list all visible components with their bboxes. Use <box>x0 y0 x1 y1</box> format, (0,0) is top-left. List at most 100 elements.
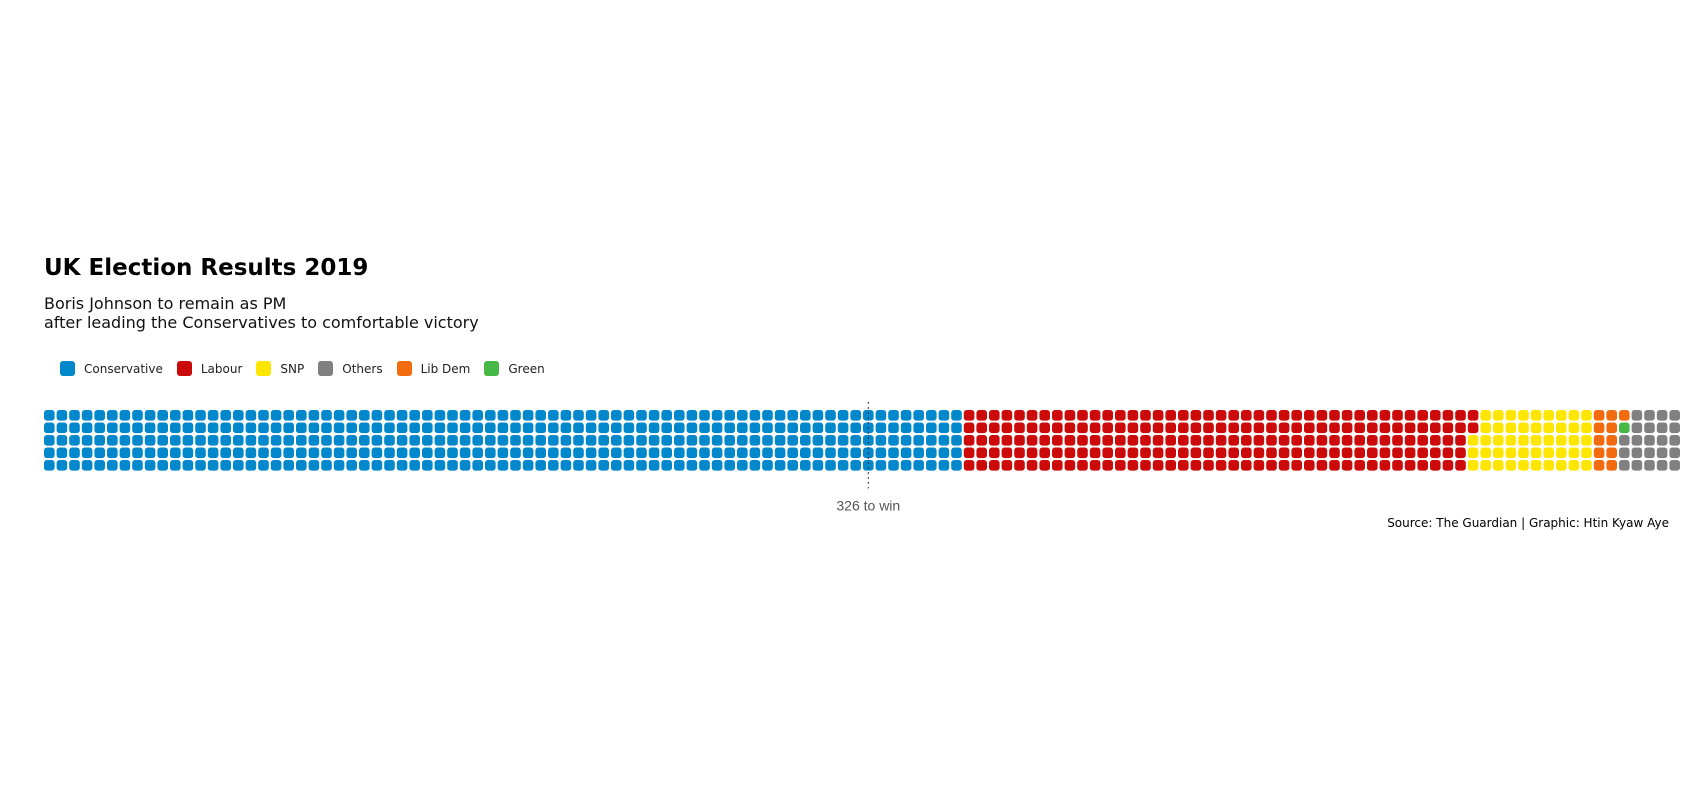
seat-cell-conservative <box>951 447 962 459</box>
seat-cell-conservative <box>485 410 496 421</box>
seat-cell-conservative <box>132 422 143 434</box>
seat-cell-conservative <box>674 435 685 446</box>
seat-cell-conservative <box>144 460 156 471</box>
seat-cell-conservative <box>283 447 294 459</box>
seat-cell-conservative <box>686 410 698 421</box>
seat-cell-conservative <box>548 460 559 471</box>
seat-cell-labour <box>1014 435 1025 446</box>
seat-cell-labour <box>1228 435 1239 446</box>
seat-cell-conservative <box>800 460 811 471</box>
seat-cell-conservative <box>44 435 55 446</box>
seat-cell-conservative <box>447 447 458 459</box>
seat-cell-labour <box>1442 422 1454 434</box>
seat-cell-conservative <box>56 410 68 421</box>
seat-cell-conservative <box>825 410 836 421</box>
seat-cell-snp <box>1568 410 1580 421</box>
seat-cell-labour <box>1228 460 1239 471</box>
seat-cell-conservative <box>522 447 534 459</box>
seat-cell-labour <box>1417 410 1428 421</box>
seat-cell-conservative <box>724 410 735 421</box>
seat-cell-snp <box>1480 422 1491 434</box>
seat-cell-conservative <box>585 447 597 459</box>
seat-cell-lib-dem <box>1619 410 1630 421</box>
seat-cell-labour <box>1001 460 1013 471</box>
seat-cell-conservative <box>422 410 433 421</box>
seat-cell-conservative <box>510 422 521 434</box>
seat-cell-conservative <box>434 435 446 446</box>
seat-cell-conservative <box>422 460 433 471</box>
seat-cell-labour <box>1077 422 1088 434</box>
seat-cell-labour <box>1291 422 1302 434</box>
seat-cell-labour <box>1026 422 1038 434</box>
seat-cell-conservative <box>699 422 710 434</box>
seat-cell-labour <box>1190 422 1202 434</box>
seat-cell-conservative <box>724 447 735 459</box>
seat-cell-conservative <box>548 435 559 446</box>
seat-cell-conservative <box>812 422 824 434</box>
seat-cell-conservative <box>598 410 609 421</box>
seat-cell-conservative <box>711 447 723 459</box>
seat-cell-conservative <box>913 447 924 459</box>
seat-cell-conservative <box>182 460 194 471</box>
seat-cell-labour <box>1152 410 1164 421</box>
seat-cell-labour <box>1039 435 1050 446</box>
seat-cell-labour <box>1341 447 1353 459</box>
seat-cell-snp <box>1556 410 1567 421</box>
seat-cell-labour <box>1102 447 1113 459</box>
seat-cell-snp <box>1543 460 1554 471</box>
seat-cell-labour <box>976 435 987 446</box>
seat-cell-conservative <box>951 410 962 421</box>
seat-cell-conservative <box>497 435 509 446</box>
seat-cell-conservative <box>333 435 345 446</box>
seat-cell-labour <box>1417 435 1428 446</box>
legend-label: Others <box>342 361 383 376</box>
seat-cell-labour <box>1316 435 1328 446</box>
seat-cell-conservative <box>119 422 131 434</box>
seat-cell-conservative <box>132 447 143 459</box>
seat-cell-conservative <box>648 435 660 446</box>
seat-cell-conservative <box>119 447 131 459</box>
seat-cell-conservative <box>800 410 811 421</box>
seat-cell-labour <box>1304 447 1315 459</box>
legend-label: Labour <box>200 361 243 376</box>
seat-cell-conservative <box>674 447 685 459</box>
seat-cell-labour <box>1241 435 1252 446</box>
seat-cell-conservative <box>711 435 723 446</box>
seat-cell-conservative <box>522 435 534 446</box>
seat-cell-lib-dem <box>1606 422 1617 434</box>
seat-cell-labour <box>1014 410 1025 421</box>
seat-cell-conservative <box>296 410 307 421</box>
seat-cell-conservative <box>447 460 458 471</box>
seat-cell-labour <box>1367 447 1378 459</box>
seat-cell-conservative <box>623 435 635 446</box>
seat-cell-conservative <box>81 447 93 459</box>
seat-cell-labour <box>1064 460 1076 471</box>
seat-cell-conservative <box>195 422 206 434</box>
seat-cell-labour <box>1316 460 1328 471</box>
seat-cell-snp <box>1518 460 1529 471</box>
seat-cell-conservative <box>94 435 105 446</box>
seat-cell-snp <box>1530 447 1542 459</box>
seat-cell-labour <box>1052 447 1063 459</box>
seat-cell-snp <box>1505 422 1517 434</box>
seat-cell-conservative <box>283 460 294 471</box>
seat-cell-conservative <box>384 447 395 459</box>
seat-cell-conservative <box>472 435 483 446</box>
seat-cell-labour <box>1442 447 1454 459</box>
seat-cell-conservative <box>195 435 206 446</box>
seat-cell-conservative <box>69 460 80 471</box>
seat-cell-conservative <box>787 422 798 434</box>
seat-cell-others <box>1619 447 1630 459</box>
seat-cell-conservative <box>674 422 685 434</box>
seat-cell-conservative <box>863 410 874 421</box>
seat-cell-conservative <box>434 460 446 471</box>
seat-cell-labour <box>1367 410 1378 421</box>
seat-cell-conservative <box>283 422 294 434</box>
seat-cell-conservative <box>258 422 269 434</box>
seat-cell-conservative <box>447 435 458 446</box>
seat-cell-labour <box>1367 422 1378 434</box>
legend-label: Conservative <box>84 361 163 376</box>
seat-cell-conservative <box>434 422 446 434</box>
seat-cell-others <box>1619 460 1630 471</box>
legend-item-conservative: Conservative <box>60 361 163 376</box>
